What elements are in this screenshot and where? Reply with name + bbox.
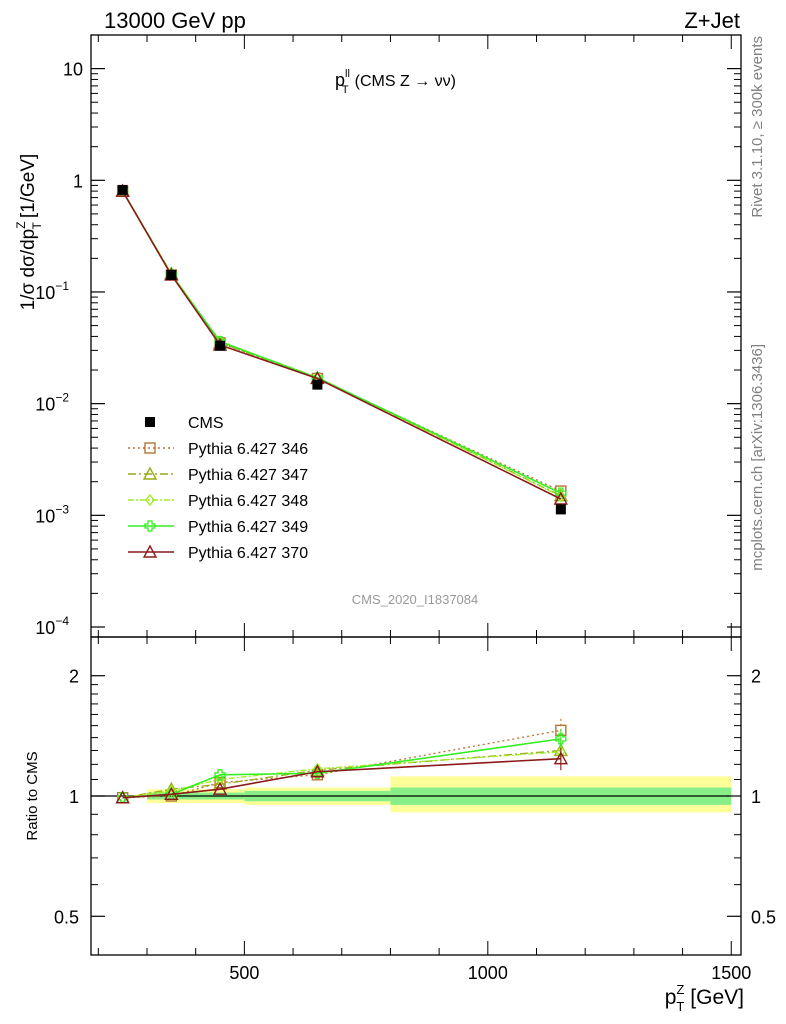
ratio-point (212, 781, 228, 795)
ratio-point (214, 769, 226, 781)
x-tick-label: 1500 (711, 963, 751, 983)
legend-marker (145, 417, 155, 427)
ratio-y-axis-label: Ratio to CMS (24, 751, 41, 840)
legend: CMS Pythia 6.427 346 Pythia 6.427 347 Pythi… (128, 415, 308, 562)
ratio-y-tick-label: 2 (69, 667, 79, 687)
data-point (555, 504, 566, 515)
legend-label: Pythia 6.427 349 (188, 519, 308, 536)
legend-marker (145, 493, 155, 507)
main-panel: 10−4 10−3 10−2 10−1 1 10 CMS Pythia 6.427 346 P… (14, 34, 742, 638)
x-tick-label: 1000 (468, 963, 508, 983)
y-tick-label: 10−3 (35, 502, 69, 526)
beam-energy-label: 13000 GeV pp (104, 8, 246, 33)
legend-label: Pythia 6.427 348 (188, 493, 308, 510)
ratio-point (164, 786, 179, 800)
ratio-axes: 0.5 0.5 1 1 2 2 500 1000 1500 (54, 636, 776, 983)
data-point (166, 269, 177, 280)
series-point (555, 487, 567, 499)
ratio-y-tick-label-right: 1 (751, 787, 761, 807)
process-label: Z+Jet (684, 8, 740, 33)
ratio-y-tick-label: 1 (69, 787, 79, 807)
legend-label: Pythia 6.427 347 (188, 467, 308, 484)
ratio-point (553, 751, 569, 765)
ratio-y-tick-label-right: 0.5 (751, 907, 776, 927)
x-axis-label: pZ T [GeV] (665, 982, 744, 1014)
ratio-line (122, 757, 561, 799)
legend-label: CMS (188, 415, 224, 432)
ratio-y-tick-label: 0.5 (54, 907, 79, 927)
rivet-version-label: Rivet 3.1.10, ≥ 300k events (749, 36, 766, 218)
ratio-point (310, 764, 325, 778)
analysis-id-label: CMS_2020_I1837084 (352, 592, 479, 607)
series-point (553, 491, 569, 505)
legend-marker (142, 544, 158, 558)
legend-marker (142, 466, 158, 480)
ratio-uncertainty-bands (91, 776, 732, 813)
legend-marker (144, 520, 156, 532)
data-point (117, 184, 128, 195)
y-tick-label: 10−4 (35, 614, 69, 638)
y-tick-label: 10−2 (35, 391, 69, 415)
main-axes: 10−4 10−3 10−2 10−1 1 10 (35, 34, 742, 638)
main-series (115, 183, 569, 515)
legend-label: Pythia 6.427 370 (188, 545, 308, 562)
ratio-point (166, 784, 177, 797)
y-tick-label: 10−1 (35, 279, 69, 303)
x-tick-label: 500 (229, 963, 259, 983)
ratio-point (115, 790, 130, 804)
legend-marker (144, 442, 156, 454)
legend-label: Pythia 6.427 346 (188, 441, 308, 458)
plot-title: pll T (CMS Z → νν) (335, 68, 456, 96)
y-tick-label: 10 (63, 60, 83, 80)
ratio-series (115, 718, 569, 804)
data-point (215, 340, 226, 351)
mcplots-label: mcplots.cern.ch [arXiv:1306.3436] (749, 344, 766, 571)
y-tick-label: 1 (73, 171, 83, 191)
ratio-panel: 0.5 0.5 1 1 2 2 500 1000 1500 Ratio to CMS pZ T [G… (24, 636, 776, 1014)
ratio-point (555, 733, 567, 745)
y-axis-label: 1/σ dσ/dpZ T[1/GeV] (14, 154, 44, 311)
data-point (312, 379, 323, 390)
ratio-y-tick-label-right: 2 (751, 667, 761, 687)
